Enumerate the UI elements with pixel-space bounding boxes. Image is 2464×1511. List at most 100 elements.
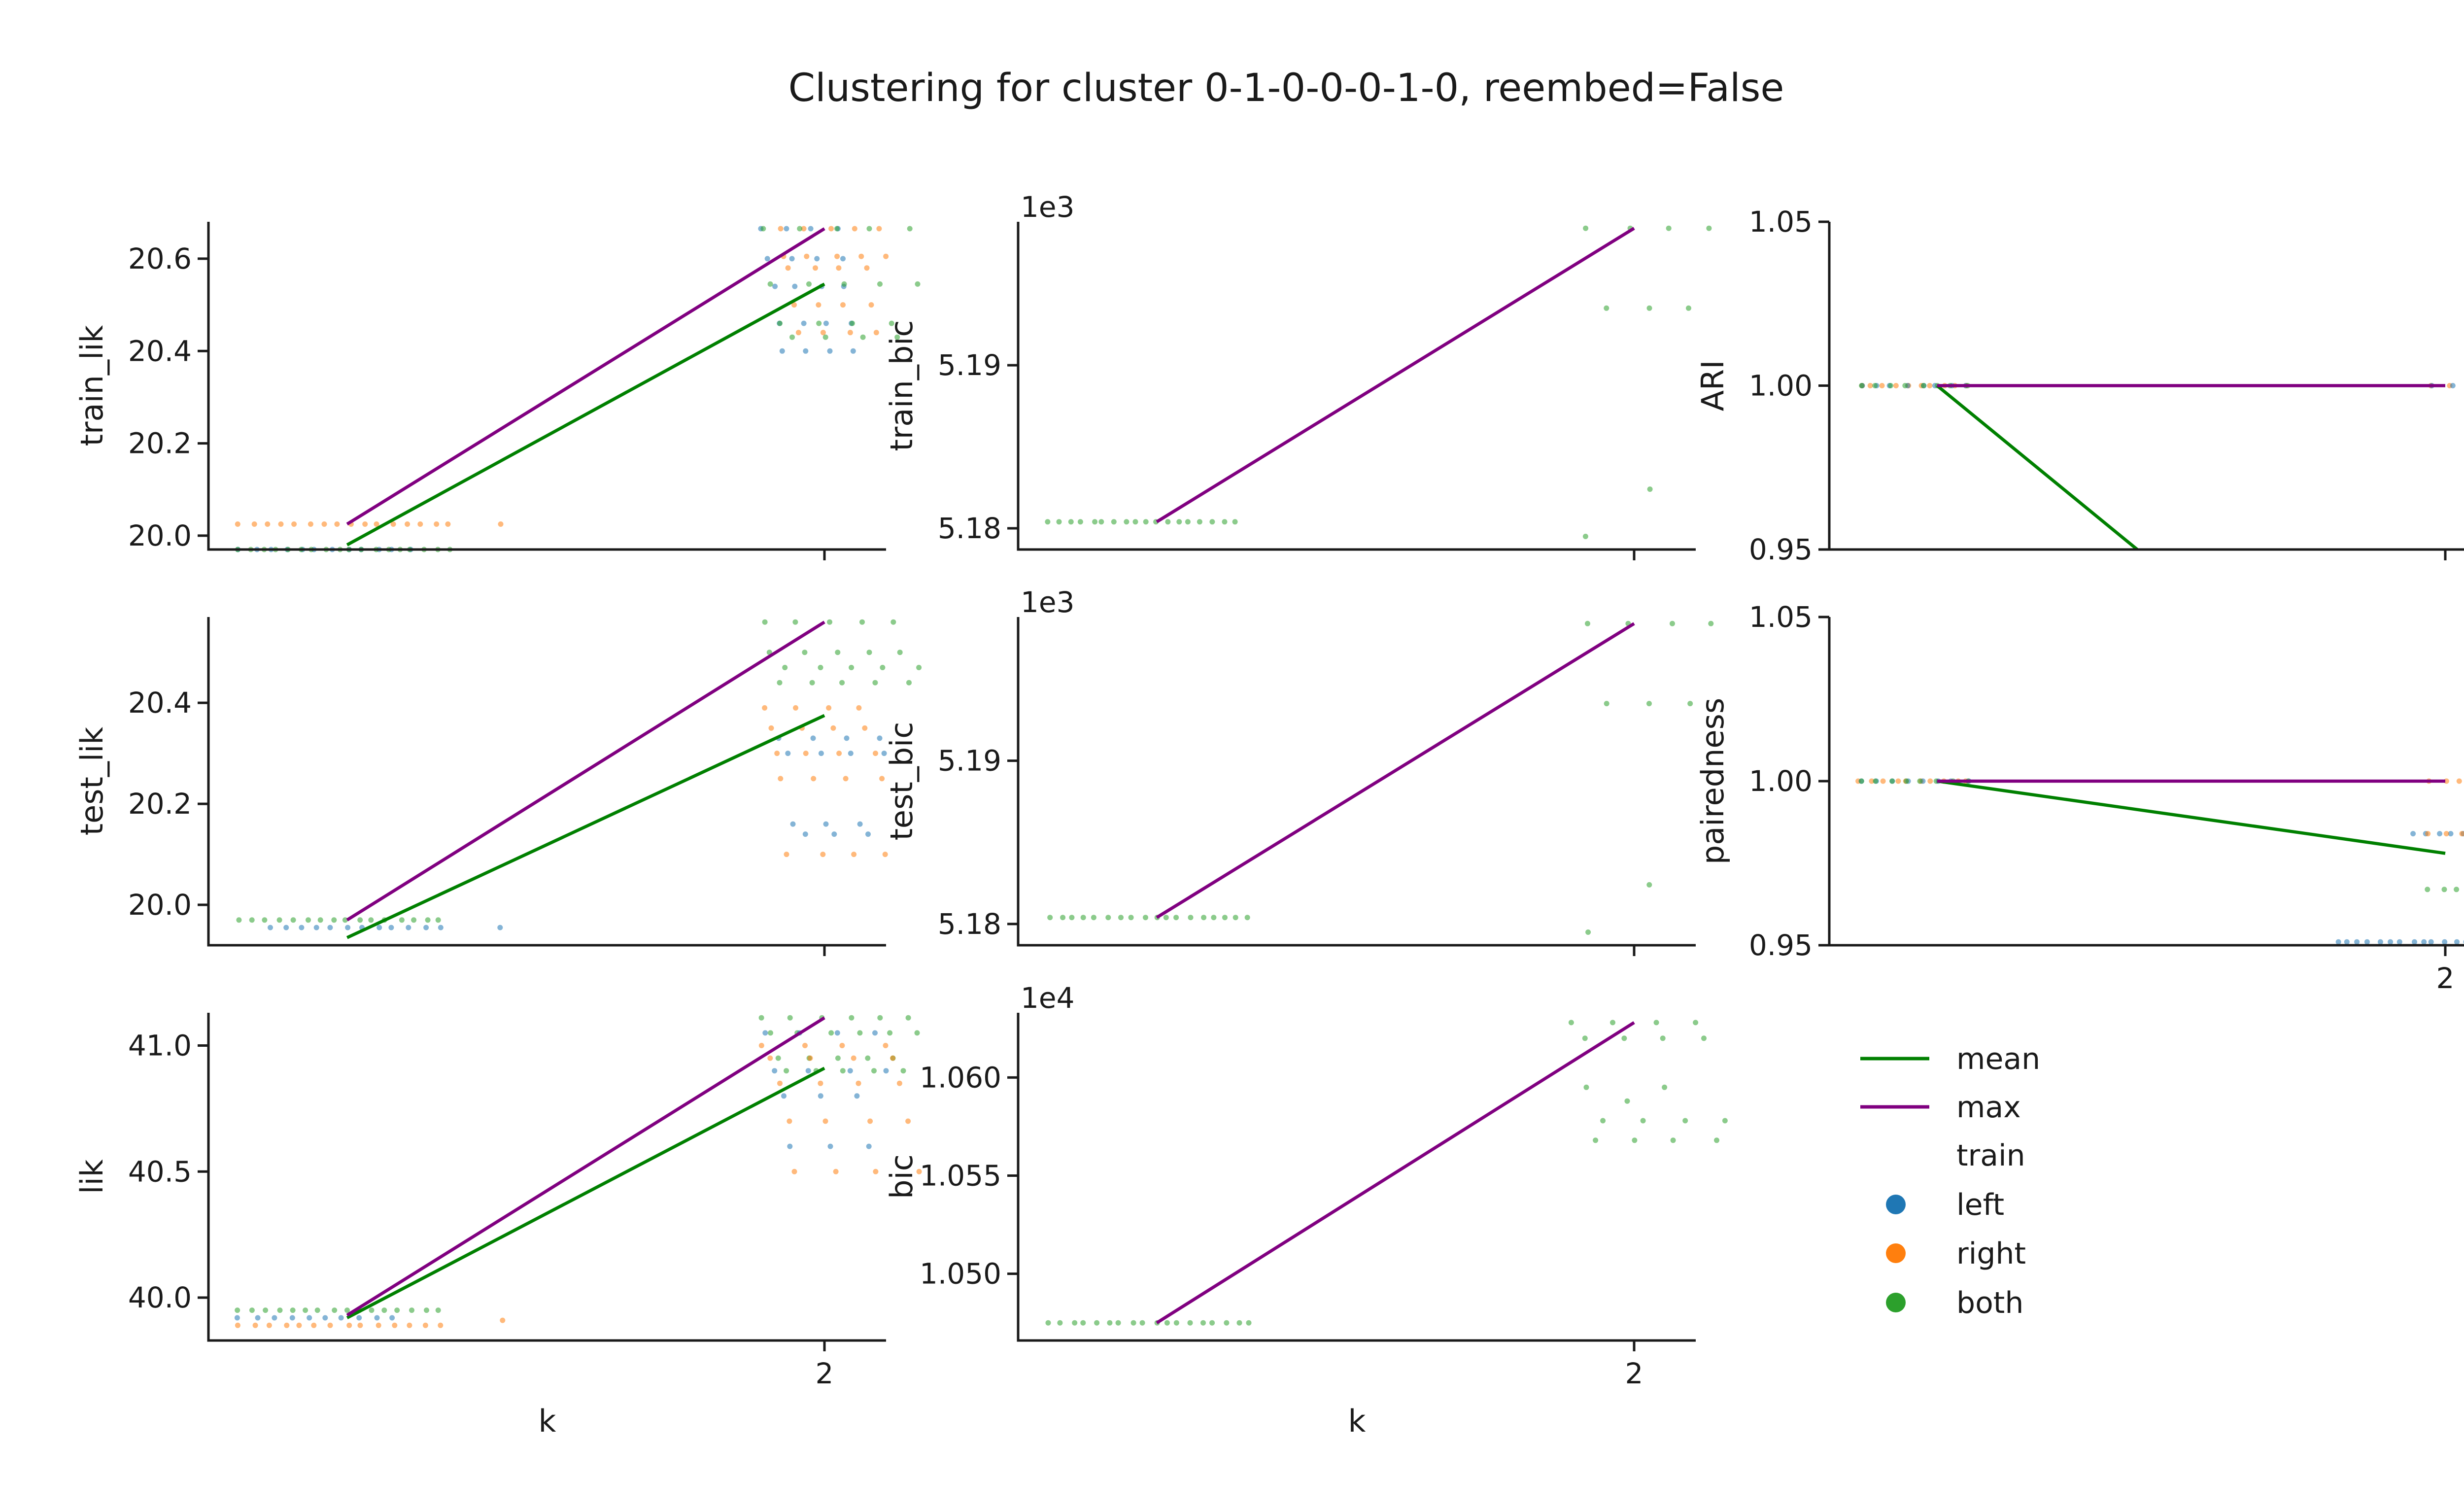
both-point	[1080, 1320, 1086, 1326]
both-point	[1165, 519, 1171, 525]
both-point	[1859, 383, 1865, 388]
right-point	[816, 302, 821, 308]
both-point	[827, 619, 832, 625]
both-point	[859, 619, 865, 625]
left-point	[762, 1030, 768, 1036]
both-point	[381, 1307, 387, 1313]
both-point	[877, 281, 883, 287]
both-point	[1139, 1320, 1145, 1326]
right-point	[807, 1055, 813, 1061]
left-point	[2354, 939, 2360, 945]
both-point	[1888, 383, 1893, 388]
right-point	[438, 1322, 444, 1328]
left-point	[234, 1315, 240, 1321]
both-point	[236, 917, 242, 923]
y-tick-label: 5.18	[938, 512, 1001, 545]
both-point	[809, 680, 815, 686]
both-point	[849, 665, 855, 670]
both-point	[1200, 1320, 1206, 1326]
both-point	[775, 1055, 781, 1061]
y-tick-label: 20.0	[128, 888, 192, 922]
left-point	[818, 1093, 823, 1099]
right-point	[818, 1080, 823, 1086]
both-point	[357, 917, 363, 923]
both-point	[1585, 620, 1590, 626]
y-tick-label: 20.6	[128, 242, 192, 275]
y-offset-label: 1e3	[1021, 585, 1075, 619]
both-point	[1201, 915, 1207, 921]
both-point	[290, 1307, 296, 1313]
left-point	[2448, 831, 2454, 837]
both-point	[1902, 383, 1908, 388]
both-point	[344, 1307, 350, 1313]
left-point	[2335, 939, 2341, 945]
right-point	[252, 1322, 258, 1328]
both-point	[368, 917, 374, 923]
left-point	[801, 320, 807, 326]
right-point	[774, 751, 780, 756]
right-point	[864, 265, 870, 271]
both-point	[249, 917, 255, 923]
right-point	[839, 1043, 845, 1048]
right-point	[873, 751, 878, 756]
both-point	[758, 1015, 764, 1021]
both-point	[306, 917, 311, 923]
subplot-test_lik: 20.0 20.2 20.4 test_lik	[74, 617, 922, 956]
right-point	[847, 330, 853, 336]
right-point	[266, 1322, 272, 1328]
both-point	[900, 1068, 906, 1074]
right-point	[784, 852, 789, 858]
both-point	[787, 1015, 793, 1021]
right-point	[1927, 778, 1933, 784]
y-tick-label: 1.05	[1749, 205, 1813, 239]
both-point	[1107, 1320, 1113, 1326]
right-point	[235, 1322, 240, 1328]
both-point	[1188, 915, 1194, 921]
both-point	[1646, 882, 1652, 888]
figure-title: Clustering for cluster 0-1-0-0-0-1-0, re…	[788, 66, 1784, 110]
both-point	[1232, 915, 1238, 921]
both-point	[1653, 1020, 1659, 1026]
right-point	[357, 1322, 363, 1328]
left-point	[803, 348, 809, 354]
both-point	[1077, 519, 1083, 525]
left-point	[840, 256, 846, 262]
right-point	[278, 521, 284, 527]
left-point	[792, 283, 798, 289]
right-point	[417, 521, 423, 527]
left-point	[2344, 939, 2350, 945]
left-point	[827, 1143, 833, 1149]
legend: mean max train left right both	[1860, 1042, 2040, 1320]
right-point	[791, 1168, 797, 1174]
left-point	[805, 1068, 811, 1074]
both-point	[1111, 519, 1117, 525]
y-axis-label: lik	[74, 1159, 110, 1194]
right-point	[392, 1322, 398, 1328]
right-point	[813, 265, 818, 271]
right-point	[811, 776, 817, 782]
both-point	[332, 1307, 338, 1313]
mean-line	[346, 714, 825, 939]
left-point	[345, 925, 351, 930]
right-point	[890, 1055, 896, 1061]
right-point	[905, 1118, 911, 1124]
both-point	[1646, 305, 1652, 311]
left-point	[327, 925, 333, 930]
both-point	[865, 1055, 871, 1061]
left-point	[2428, 939, 2434, 945]
right-point	[826, 705, 832, 711]
right-point	[334, 521, 340, 527]
left-point	[438, 925, 444, 930]
left-point	[299, 925, 305, 930]
left-point	[850, 348, 856, 354]
both-point	[806, 281, 812, 287]
both-point	[1708, 620, 1714, 626]
both-point	[1115, 1320, 1121, 1326]
right-point	[390, 521, 396, 527]
both-point	[1722, 1118, 1728, 1124]
both-point	[411, 917, 417, 923]
left-point	[789, 256, 795, 262]
right-point	[778, 776, 784, 782]
right-point	[374, 521, 379, 527]
both-point	[834, 226, 840, 232]
